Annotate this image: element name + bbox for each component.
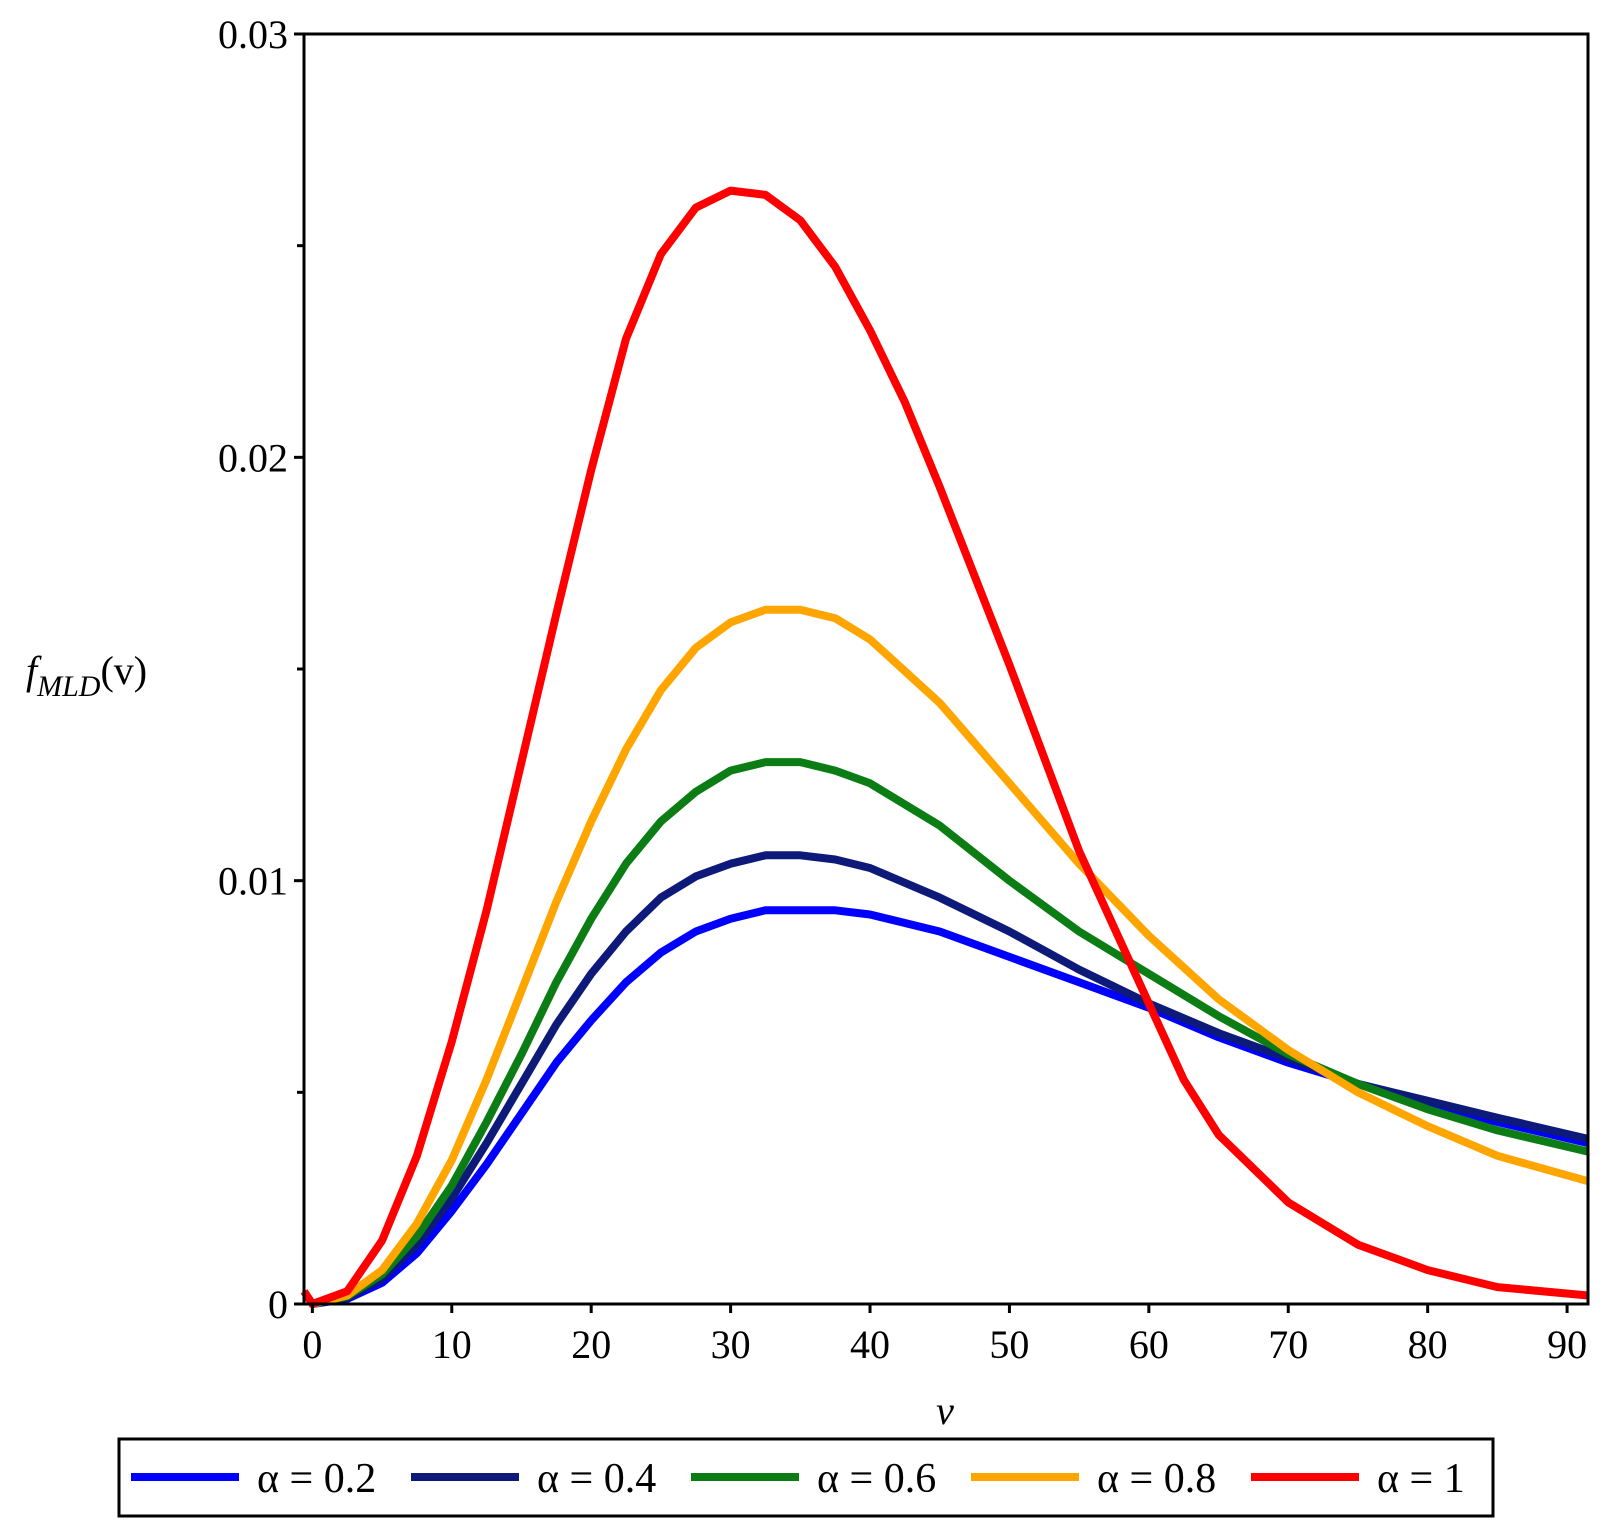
legend-label-5: α = 1 [1377,1456,1465,1502]
y-tick-label: 0.01 [218,859,288,904]
series-line-3 [311,758,1589,1308]
legend: α = 0.2 α = 0.4 α = 0.6 α = 0.8 α = 1 [117,1437,1495,1518]
y-axis-title-subscript: MLD [36,670,101,703]
x-tick-label: 20 [571,1322,611,1367]
x-tick-label: 0 [302,1322,322,1367]
y-axis-ticks: 0 0.01 0.02 0.03 [218,12,304,1327]
series-line-2 [311,851,1589,1308]
x-axis-title: v [936,1388,954,1433]
x-tick-label: 70 [1268,1322,1308,1367]
legend-label-2: α = 0.4 [537,1456,656,1502]
y-tick-label: 0.03 [218,12,288,57]
x-tick-label: 90 [1547,1322,1587,1367]
y-tick-label: 0 [268,1282,288,1327]
y-axis-title-arg: (v) [100,648,147,693]
legend-label-4: α = 0.8 [1097,1456,1216,1502]
x-tick-label: 60 [1129,1322,1169,1367]
x-axis-ticks: 0 10 20 30 40 50 60 70 80 90 [302,1304,1587,1367]
legend-entries: α = 0.2 α = 0.4 α = 0.6 α = 0.8 α = 1 [131,1456,1465,1502]
y-tick-label: 0.02 [218,435,288,480]
x-tick-label: 40 [850,1322,890,1367]
x-tick-label: 50 [989,1322,1029,1367]
series-line-4 [311,605,1590,1308]
series-line-5 [300,186,1589,1308]
legend-label-3: α = 0.6 [817,1456,936,1502]
x-tick-label: 30 [711,1322,751,1367]
x-tick-label: 80 [1408,1322,1448,1367]
series-layer [300,186,1590,1308]
y-axis-title: fMLD(v) [26,648,147,703]
legend-label-1: α = 0.2 [257,1456,376,1502]
x-tick-label: 10 [432,1322,472,1367]
